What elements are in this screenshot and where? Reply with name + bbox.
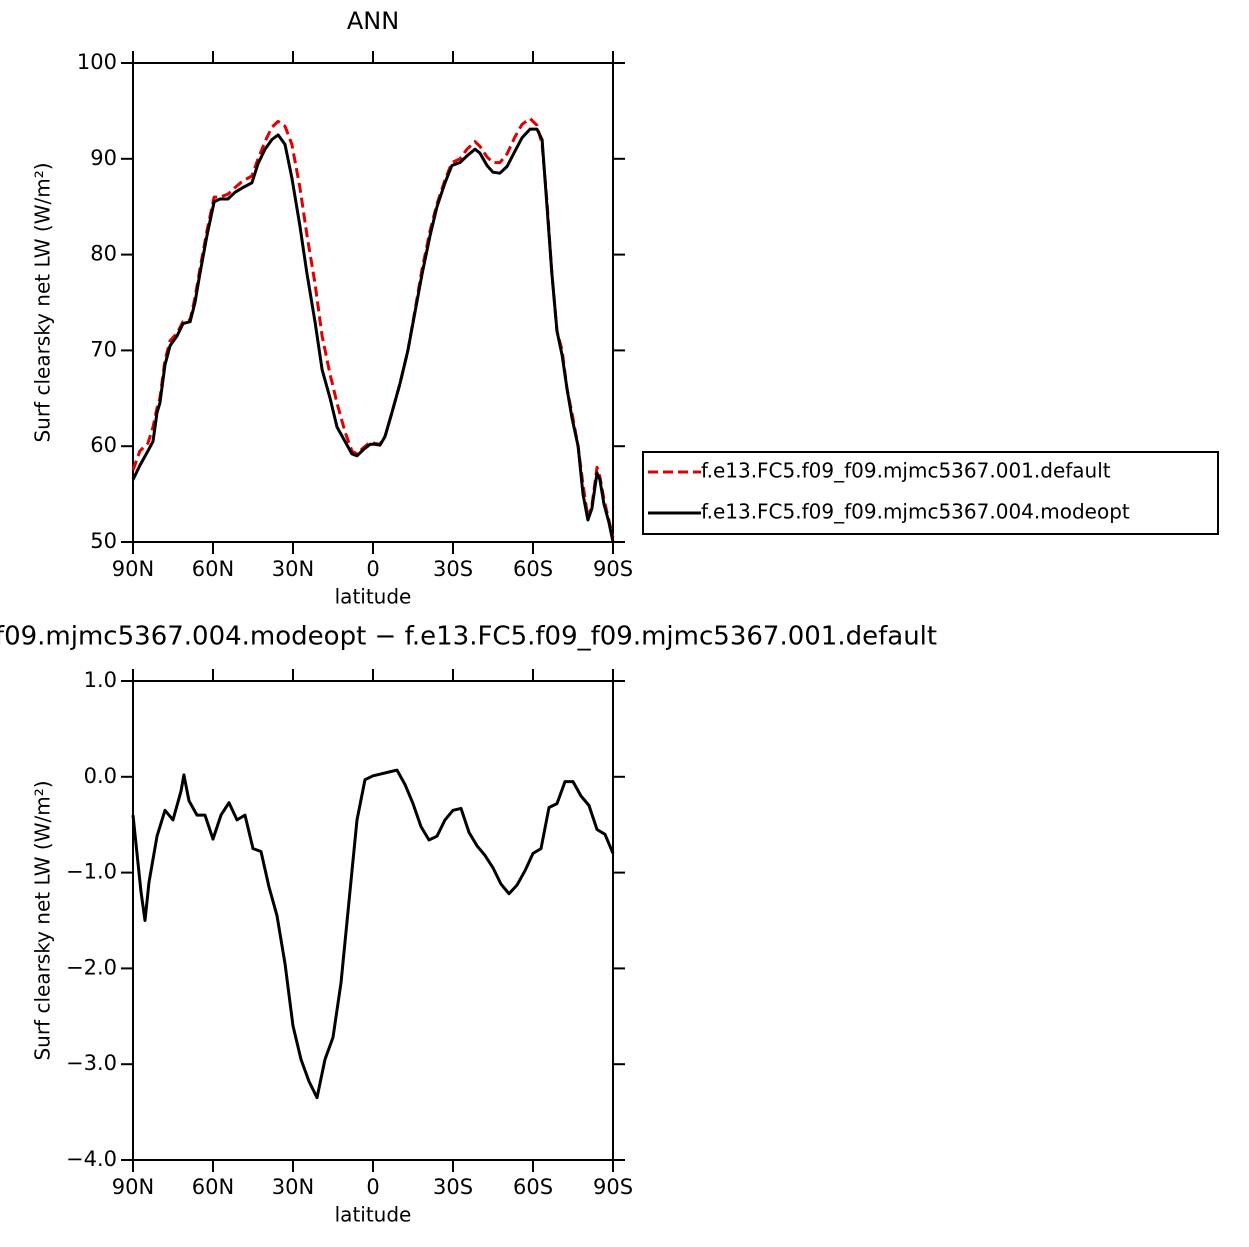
x-tick-label: 0 (366, 1175, 379, 1199)
data-line (131, 768, 615, 1100)
x-tick-label: 60S (513, 557, 553, 581)
y-tick-label: −2.0 (66, 955, 117, 979)
chart-title: ANN (347, 7, 399, 35)
x-tick-label: 0 (366, 557, 379, 581)
x-axis-label: latitude (335, 1203, 412, 1227)
y-tick-label: 100 (77, 50, 117, 74)
y-tick-label: 1.0 (84, 668, 117, 692)
data-line (131, 117, 615, 538)
x-tick-label: 90S (593, 1175, 633, 1199)
x-tick-label: 30S (433, 557, 473, 581)
legend-box (642, 451, 1219, 535)
data-line (131, 127, 615, 543)
x-tick-label: 60N (192, 1175, 234, 1199)
y-tick-label: 50 (90, 529, 117, 553)
y-tick-label: 90 (90, 146, 117, 170)
x-tick-label: 30N (272, 557, 314, 581)
y-tick-label: −4.0 (66, 1147, 117, 1171)
y-tick-label: −1.0 (66, 860, 117, 884)
y-axis-label: Surf clearsky net LW (W/m²) (31, 780, 55, 1060)
x-tick-label: 30S (433, 1175, 473, 1199)
x-tick-label: 60N (192, 557, 234, 581)
chart-title: f.e13.FC5.f09_f09.mjmc5367.004.modeopt −… (0, 622, 937, 652)
y-tick-label: 0.0 (84, 764, 117, 788)
x-tick-label: 90N (112, 1175, 154, 1199)
x-tick-label: 90N (112, 557, 154, 581)
y-tick-label: 70 (90, 337, 117, 361)
x-tick-label: 90S (593, 557, 633, 581)
y-tick-label: 80 (90, 242, 117, 266)
legend-label: f.e13.FC5.f09_f09.mjmc5367.001.default (701, 459, 1111, 483)
y-axis-label: Surf clearsky net LW (W/m²) (31, 162, 55, 442)
y-tick-label: −3.0 (66, 1051, 117, 1075)
x-tick-label: 60S (513, 1175, 553, 1199)
legend-label: f.e13.FC5.f09_f09.mjmc5367.004.modeopt (701, 500, 1130, 524)
x-tick-label: 30N (272, 1175, 314, 1199)
y-tick-label: 60 (90, 433, 117, 457)
x-axis-label: latitude (335, 585, 412, 609)
plot-frame (132, 680, 614, 1161)
